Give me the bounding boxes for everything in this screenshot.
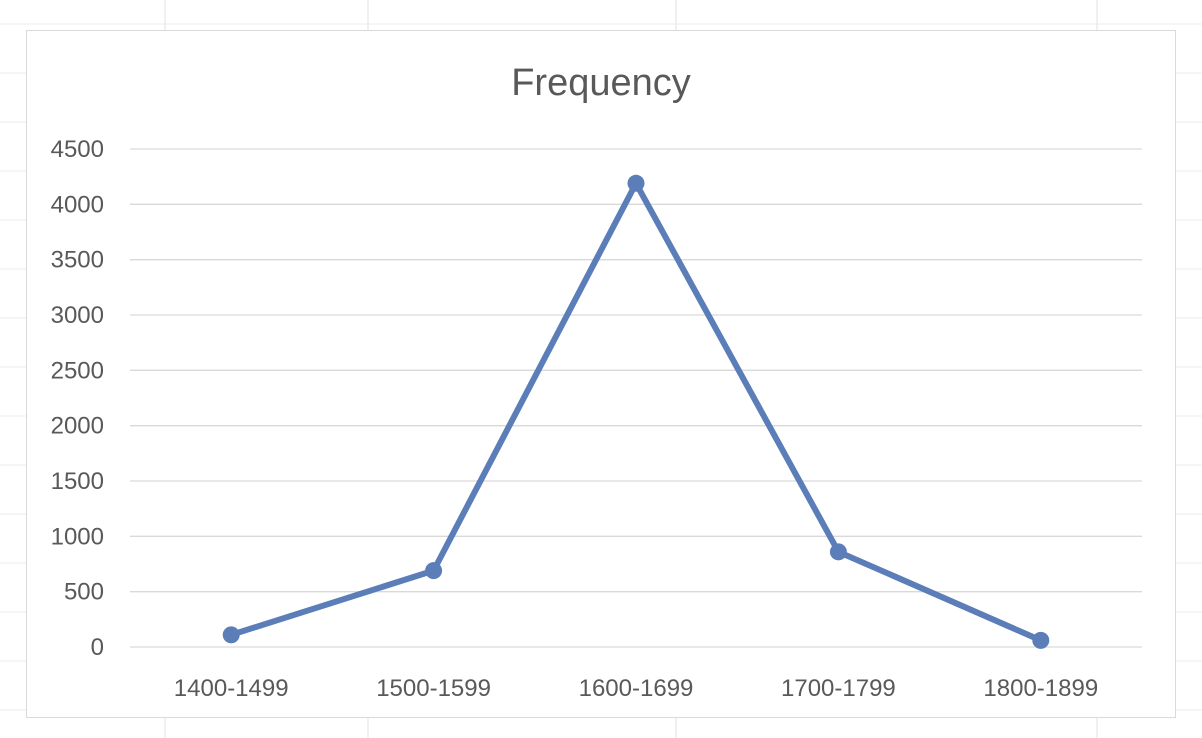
data-point[interactable] <box>829 543 847 561</box>
chart-title: Frequency <box>511 62 691 104</box>
y-tick-label: 4000 <box>51 191 104 218</box>
x-tick-label: 1400-1499 <box>174 675 289 702</box>
data-point[interactable] <box>222 626 240 644</box>
data-point[interactable] <box>425 562 443 580</box>
x-tick-label: 1800-1899 <box>983 675 1098 702</box>
y-tick-label: 500 <box>64 579 104 606</box>
line-chart: Frequency 0 500 1000 1500 2000 2500 3000 3500 40… <box>51 62 1142 702</box>
x-tick-label: 1600-1699 <box>579 675 694 702</box>
x-axis-tick-labels: 1400-1499 1500-1599 1600-1699 1700-1799 1800… <box>174 675 1098 702</box>
y-tick-label: 1000 <box>51 523 104 550</box>
x-tick-label: 1500-1599 <box>376 675 491 702</box>
data-point[interactable] <box>1032 631 1050 649</box>
y-tick-label: 2000 <box>51 413 104 440</box>
chart-area[interactable]: Frequency 0 500 1000 1500 2000 2500 3000 3500 40… <box>26 30 1176 718</box>
series-frequency <box>222 174 1050 649</box>
y-tick-label: 4500 <box>51 136 104 163</box>
y-tick-label: 3000 <box>51 302 104 329</box>
x-tick-label: 1700-1799 <box>781 675 896 702</box>
y-axis-tick-labels: 0 500 1000 1500 2000 2500 3000 3500 4000 4500 <box>51 136 104 661</box>
data-point[interactable] <box>627 174 645 192</box>
y-tick-label: 2500 <box>51 357 104 384</box>
y-tick-label: 0 <box>91 634 104 661</box>
gridlines <box>130 148 1142 648</box>
y-tick-label: 3500 <box>51 247 104 274</box>
series-line <box>228 180 1044 644</box>
y-tick-label: 1500 <box>51 468 104 495</box>
